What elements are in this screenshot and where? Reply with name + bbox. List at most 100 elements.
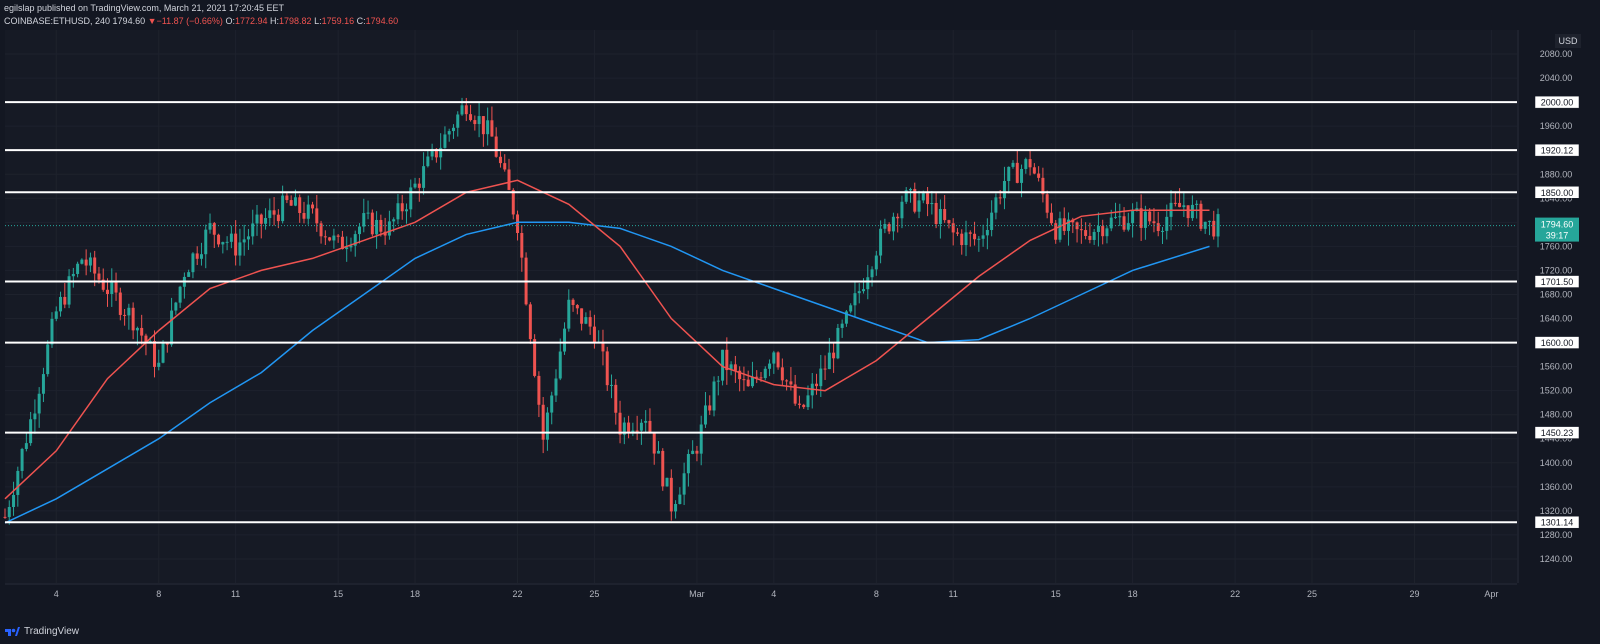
candle-up [1165, 216, 1169, 231]
symbol-name[interactable]: COINBASE:ETHUSD, 240 [4, 16, 111, 26]
candle-up [127, 307, 131, 316]
candle-down [571, 299, 575, 306]
candle-up [550, 395, 554, 413]
candle-up [157, 362, 161, 367]
candle-up [46, 344, 50, 375]
x-tick-label: 11 [231, 589, 240, 599]
candle-up [712, 381, 716, 411]
candle-down [1088, 235, 1092, 240]
candle-down [533, 339, 537, 376]
candle-down [797, 403, 801, 405]
candle-up [1092, 231, 1096, 240]
candle-down [960, 233, 964, 246]
current-price-label: 1794.60 [1541, 220, 1574, 230]
level-price-badge [1534, 275, 1580, 288]
candle-up [930, 202, 934, 205]
y-tick-label: 1720.00 [1540, 265, 1573, 275]
candle-down [1186, 205, 1190, 219]
candle-down [832, 352, 836, 359]
candle-down [541, 404, 545, 440]
candle-up [921, 193, 925, 201]
x-tick-label: 25 [1307, 589, 1317, 599]
tradingview-icon [5, 627, 20, 636]
candle-up [682, 473, 686, 495]
candle-up [242, 239, 246, 243]
candle-up [1182, 205, 1186, 208]
open-value: 1772.94 [234, 16, 268, 26]
candle-up [862, 289, 866, 292]
candle-up [1020, 168, 1024, 183]
tradingview-logo[interactable]: TradingView [4, 625, 79, 637]
candle-up [349, 245, 353, 248]
candle-down [118, 292, 122, 315]
candle-down [144, 335, 148, 344]
candle-up [1114, 216, 1118, 218]
candle-up [443, 134, 447, 148]
candle-up [768, 363, 772, 369]
candle-down [887, 224, 891, 232]
candle-up [1096, 226, 1100, 232]
publisher-line: egilslap published on TradingView.com, M… [4, 3, 284, 13]
level-price-badge [1534, 186, 1580, 199]
candle-up [985, 229, 989, 236]
candle-down [494, 136, 498, 157]
candle-down [1049, 212, 1053, 224]
candle-down [1156, 223, 1160, 232]
candle-up [409, 187, 413, 210]
candle-down [695, 450, 699, 454]
candle-down [195, 253, 199, 259]
candle-up [1195, 203, 1199, 205]
candle-up [135, 327, 139, 331]
candle-down [780, 367, 784, 381]
candle-up [345, 247, 349, 250]
candle-down [998, 197, 1002, 199]
candle-up [264, 218, 268, 224]
candle-down [955, 232, 959, 234]
candle-up [1190, 204, 1194, 219]
candle-up [67, 276, 71, 305]
candle-down [1148, 211, 1152, 222]
level-price-label: 2000.00 [1541, 98, 1574, 108]
candle-up [7, 507, 11, 518]
candle-down [815, 383, 819, 387]
chart-pane[interactable] [5, 30, 1517, 583]
candle-down [776, 352, 780, 368]
candle-down [755, 376, 759, 378]
candle-up [229, 233, 233, 242]
candle-down [575, 305, 579, 309]
candle-up [251, 223, 255, 237]
candle-up [353, 234, 357, 246]
candle-down [259, 214, 263, 224]
x-tick-label: 15 [1051, 589, 1061, 599]
candle-up [358, 226, 362, 235]
candle-down [84, 259, 88, 266]
y-tick-label: 1960.00 [1540, 121, 1573, 131]
candle-down [234, 233, 238, 256]
candle-down [511, 189, 515, 215]
candle-down [759, 377, 763, 379]
candle-up [1207, 220, 1211, 222]
candle-up [80, 259, 84, 264]
currency-box[interactable] [1555, 34, 1581, 48]
candle-down [106, 289, 110, 294]
candle-up [1160, 230, 1164, 232]
candle-up [883, 224, 887, 229]
candle-up [990, 212, 994, 230]
candle-up [844, 311, 848, 324]
candle-down [789, 381, 793, 385]
candle-up [293, 197, 297, 206]
candle-up [170, 310, 174, 345]
price-chart[interactable]: 1240.001280.001320.001360.001400.001440.… [0, 30, 1600, 621]
price-change: −11.87 (−0.66%) [156, 16, 223, 26]
candle-down [340, 236, 344, 250]
candle-down [580, 308, 584, 324]
candle-up [1011, 162, 1015, 167]
y-tick-label: 1640.00 [1540, 314, 1573, 324]
level-price-badge [1534, 336, 1580, 349]
level-price-label: 1600.00 [1541, 338, 1574, 348]
candle-down [627, 422, 631, 433]
price-axis[interactable] [1518, 30, 1600, 583]
candle-up [874, 255, 878, 270]
candle-down [973, 233, 977, 240]
candle-up [870, 269, 874, 278]
